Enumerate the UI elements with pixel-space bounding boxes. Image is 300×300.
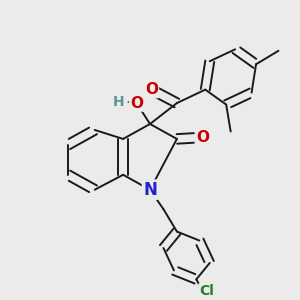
Text: H: H — [113, 94, 124, 109]
Text: -: - — [126, 94, 132, 109]
Text: O: O — [130, 96, 143, 111]
Text: Cl: Cl — [199, 284, 214, 298]
Text: N: N — [143, 181, 157, 199]
Text: O: O — [145, 82, 158, 97]
Text: O: O — [196, 130, 209, 145]
